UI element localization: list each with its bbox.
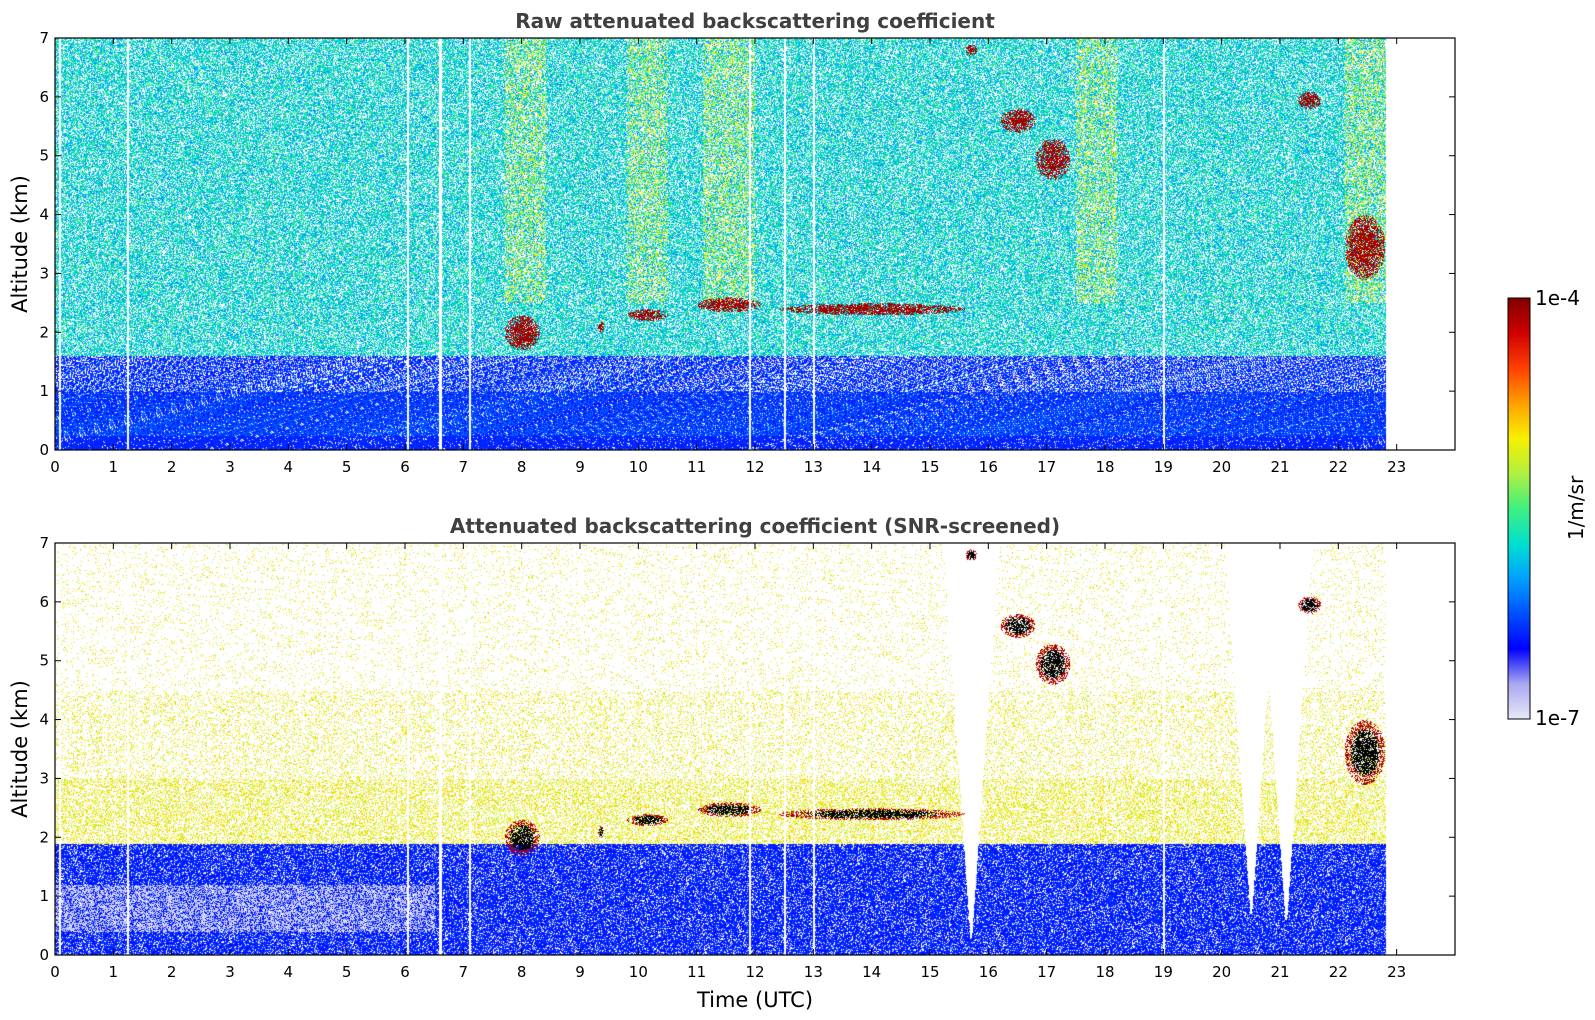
y-tick-label: 0	[39, 946, 49, 964]
x-tick-label: 23	[1387, 458, 1406, 476]
x-tick-label: 18	[1095, 963, 1114, 981]
x-tick-label: 14	[862, 458, 881, 476]
x-tick-label: 17	[1037, 963, 1056, 981]
x-tick-label: 2	[167, 458, 177, 476]
x-tick-label: 11	[687, 458, 706, 476]
bottom-panel: Attenuated backscattering coefficient (S…	[8, 514, 1456, 1012]
x-tick-label: 8	[517, 963, 527, 981]
y-tick-label: 2	[39, 828, 49, 846]
x-tick-label: 4	[284, 458, 294, 476]
x-tick-label: 21	[1270, 963, 1289, 981]
bottom-heatmap-image	[55, 543, 1455, 955]
y-tick-label: 1	[39, 382, 49, 400]
x-tick-label: 15	[920, 458, 939, 476]
heatmap-raster	[55, 38, 1455, 450]
y-tick-label: 0	[39, 441, 49, 459]
x-tick-label: 13	[804, 458, 823, 476]
x-tick-label: 8	[517, 458, 527, 476]
y-tick-label: 2	[39, 323, 49, 341]
top-y-axis: 0 1 2 3 4 5 6 7	[39, 29, 1455, 459]
colorbar-max-label: 1e-4	[1535, 286, 1580, 310]
x-tick-label: 23	[1387, 963, 1406, 981]
top-heatmap-image	[55, 38, 1455, 450]
x-tick-label: 5	[342, 458, 352, 476]
x-tick-label: 12	[745, 963, 764, 981]
y-tick-label: 3	[39, 264, 49, 282]
y-tick-label: 4	[39, 206, 49, 224]
x-tick-label: 6	[400, 458, 410, 476]
x-tick-label: 16	[979, 963, 998, 981]
y-tick-label: 1	[39, 887, 49, 905]
y-tick-label: 7	[39, 29, 49, 47]
x-tick-label: 4	[284, 963, 294, 981]
colorbar-gradient	[1507, 297, 1531, 720]
top-panel: Raw attenuated backscattering coefficien…	[8, 9, 1456, 476]
colorbar-min-label: 1e-7	[1535, 706, 1580, 730]
top-x-axis: 0 1 2 3 4 5 6 7 8 9 10 11 12 13 14 15 16 17 18 19 20 21 22 23	[50, 38, 1406, 476]
x-tick-label: 21	[1270, 458, 1289, 476]
y-tick-label: 6	[39, 88, 49, 106]
x-tick-label: 14	[862, 963, 881, 981]
heatmap-raster	[55, 543, 1455, 955]
x-tick-label: 22	[1329, 458, 1348, 476]
x-tick-label: 0	[50, 458, 60, 476]
x-tick-label: 6	[400, 963, 410, 981]
x-tick-label: 3	[225, 963, 235, 981]
colorbar-unit-label: 1/m/sr	[1564, 475, 1588, 540]
y-tick-label: 5	[39, 652, 49, 670]
x-tick-label: 7	[459, 458, 469, 476]
x-tick-label: 3	[225, 458, 235, 476]
y-tick-label: 6	[39, 593, 49, 611]
x-tick-label: 18	[1095, 458, 1114, 476]
colorbar: 1e-4 1e-7 1/m/sr	[1507, 286, 1588, 730]
y-tick-label: 4	[39, 711, 49, 729]
top-y-axis-label: Altitude (km)	[8, 175, 32, 313]
bottom-panel-title: Attenuated backscattering coefficient (S…	[450, 514, 1060, 538]
x-tick-label: 12	[745, 458, 764, 476]
x-tick-label: 19	[1154, 963, 1173, 981]
bottom-y-axis-label: Altitude (km)	[8, 680, 32, 818]
x-tick-label: 5	[342, 963, 352, 981]
bottom-x-axis: 0 1 2 3 4 5 6 7 8 9 10 11 12 13 14 15 16 17 18 19 20 21 22 23	[50, 543, 1406, 981]
x-tick-label: 20	[1212, 458, 1231, 476]
x-tick-label: 17	[1037, 458, 1056, 476]
x-tick-label: 0	[50, 963, 60, 981]
bottom-x-axis-label: Time (UTC)	[696, 988, 813, 1012]
y-tick-label: 5	[39, 147, 49, 165]
x-tick-label: 9	[575, 963, 585, 981]
x-tick-label: 19	[1154, 458, 1173, 476]
top-panel-title: Raw attenuated backscattering coefficien…	[515, 9, 995, 33]
x-tick-label: 1	[109, 963, 119, 981]
x-tick-label: 2	[167, 963, 177, 981]
x-tick-label: 9	[575, 458, 585, 476]
x-tick-label: 20	[1212, 963, 1231, 981]
bottom-y-axis: 0 1 2 3 4 5 6 7	[39, 534, 1455, 964]
x-tick-label: 16	[979, 458, 998, 476]
x-tick-label: 15	[920, 963, 939, 981]
y-tick-label: 7	[39, 534, 49, 552]
x-tick-label: 13	[804, 963, 823, 981]
x-tick-label: 11	[687, 963, 706, 981]
x-tick-label: 1	[109, 458, 119, 476]
x-tick-label: 22	[1329, 963, 1348, 981]
x-tick-label: 7	[459, 963, 469, 981]
x-tick-label: 10	[629, 963, 648, 981]
x-tick-label: 10	[629, 458, 648, 476]
y-tick-label: 3	[39, 769, 49, 787]
